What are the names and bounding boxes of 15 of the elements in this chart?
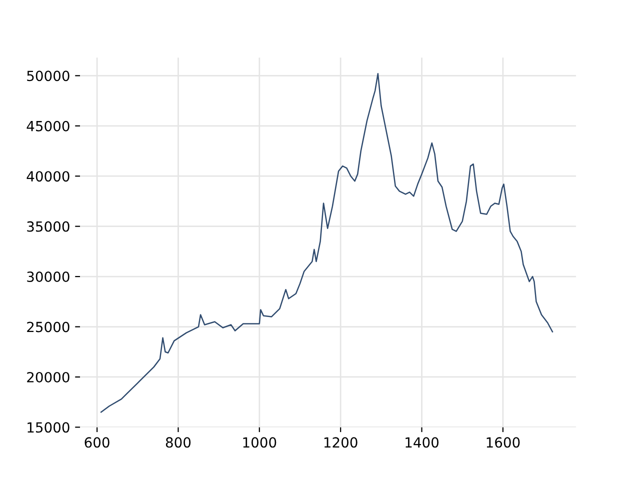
x-tick-label: 1000 (243, 437, 276, 448)
x-tick-label: 800 (166, 437, 191, 448)
y-tick-label: 30000 (27, 272, 70, 282)
y-tick-label: 20000 (27, 372, 70, 382)
y-tick-label: 15000 (28, 422, 70, 433)
y-tick-label: 50000 (27, 70, 70, 82)
x-tick-label: 1600 (486, 437, 520, 448)
y-tick-label: 25000 (27, 322, 70, 332)
y-tick-label: 45000 (26, 120, 70, 132)
line-series (100, 73, 554, 413)
x-tick-label: 1200 (324, 437, 358, 448)
y-tick-label: 35000 (27, 221, 70, 232)
x-tick-label: 600 (84, 437, 110, 448)
y-tick-label: 40000 (26, 171, 70, 182)
x-tick-label: 1400 (406, 437, 439, 448)
